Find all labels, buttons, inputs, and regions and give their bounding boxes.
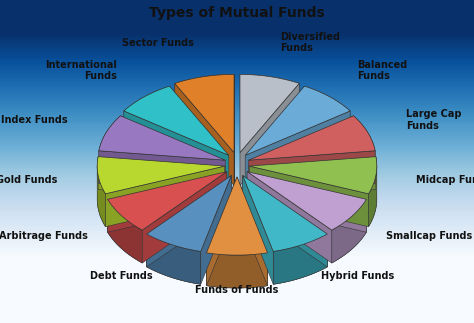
Polygon shape [243, 175, 273, 284]
Polygon shape [207, 177, 237, 286]
Polygon shape [124, 111, 229, 188]
Polygon shape [120, 116, 226, 193]
Text: Arbitrage Funds: Arbitrage Funds [0, 231, 88, 241]
Polygon shape [240, 74, 299, 116]
Polygon shape [245, 86, 304, 188]
Polygon shape [247, 172, 366, 230]
Polygon shape [201, 175, 231, 284]
Text: Midcap Funds: Midcap Funds [416, 175, 474, 185]
Polygon shape [248, 151, 375, 193]
Polygon shape [273, 234, 328, 284]
Polygon shape [273, 234, 328, 284]
Polygon shape [146, 175, 231, 267]
Polygon shape [108, 199, 142, 263]
Polygon shape [207, 253, 267, 288]
Text: Debt Funds: Debt Funds [91, 271, 153, 281]
Polygon shape [108, 172, 227, 232]
Polygon shape [97, 166, 106, 227]
Polygon shape [245, 111, 350, 188]
Polygon shape [97, 157, 106, 227]
Text: Large Cap
Funds: Large Cap Funds [406, 109, 462, 131]
Polygon shape [304, 86, 350, 144]
Polygon shape [142, 172, 227, 263]
Polygon shape [207, 253, 267, 288]
Polygon shape [240, 83, 299, 185]
Polygon shape [248, 116, 354, 193]
Text: Diversified
Funds: Diversified Funds [280, 32, 340, 53]
Polygon shape [175, 74, 234, 116]
Polygon shape [97, 157, 225, 194]
Polygon shape [249, 157, 377, 194]
Polygon shape [240, 74, 299, 152]
Polygon shape [124, 86, 170, 144]
Polygon shape [106, 166, 225, 227]
Polygon shape [99, 116, 120, 184]
Polygon shape [245, 86, 350, 155]
Text: Sector Funds: Sector Funds [122, 37, 194, 47]
Polygon shape [248, 116, 375, 160]
Polygon shape [98, 157, 225, 199]
Polygon shape [146, 234, 201, 284]
Polygon shape [368, 157, 377, 227]
Text: Hybrid Funds: Hybrid Funds [321, 271, 394, 281]
Polygon shape [332, 199, 366, 263]
Text: Types of Mutual Funds: Types of Mutual Funds [149, 6, 325, 20]
Text: Gold Funds: Gold Funds [0, 175, 58, 185]
Polygon shape [243, 175, 328, 267]
Polygon shape [207, 177, 267, 255]
Polygon shape [175, 74, 234, 152]
Polygon shape [368, 166, 377, 227]
Polygon shape [249, 166, 368, 227]
Text: Index Funds: Index Funds [1, 115, 68, 125]
Polygon shape [354, 116, 375, 184]
Polygon shape [332, 199, 366, 263]
Polygon shape [146, 234, 201, 284]
Text: International
Funds: International Funds [46, 60, 117, 81]
Polygon shape [146, 175, 231, 251]
Polygon shape [247, 172, 366, 232]
Polygon shape [170, 86, 229, 188]
Polygon shape [124, 86, 229, 155]
Polygon shape [249, 157, 376, 199]
Polygon shape [99, 116, 226, 160]
Polygon shape [108, 172, 227, 230]
Polygon shape [247, 172, 332, 263]
Text: Smallcap Funds: Smallcap Funds [386, 231, 472, 241]
Polygon shape [108, 199, 142, 263]
Polygon shape [99, 151, 226, 193]
Text: Funds of Funds: Funds of Funds [195, 285, 279, 295]
Polygon shape [237, 177, 267, 286]
Polygon shape [175, 83, 234, 185]
Text: Balanced
Funds: Balanced Funds [357, 60, 407, 81]
Polygon shape [243, 175, 328, 251]
